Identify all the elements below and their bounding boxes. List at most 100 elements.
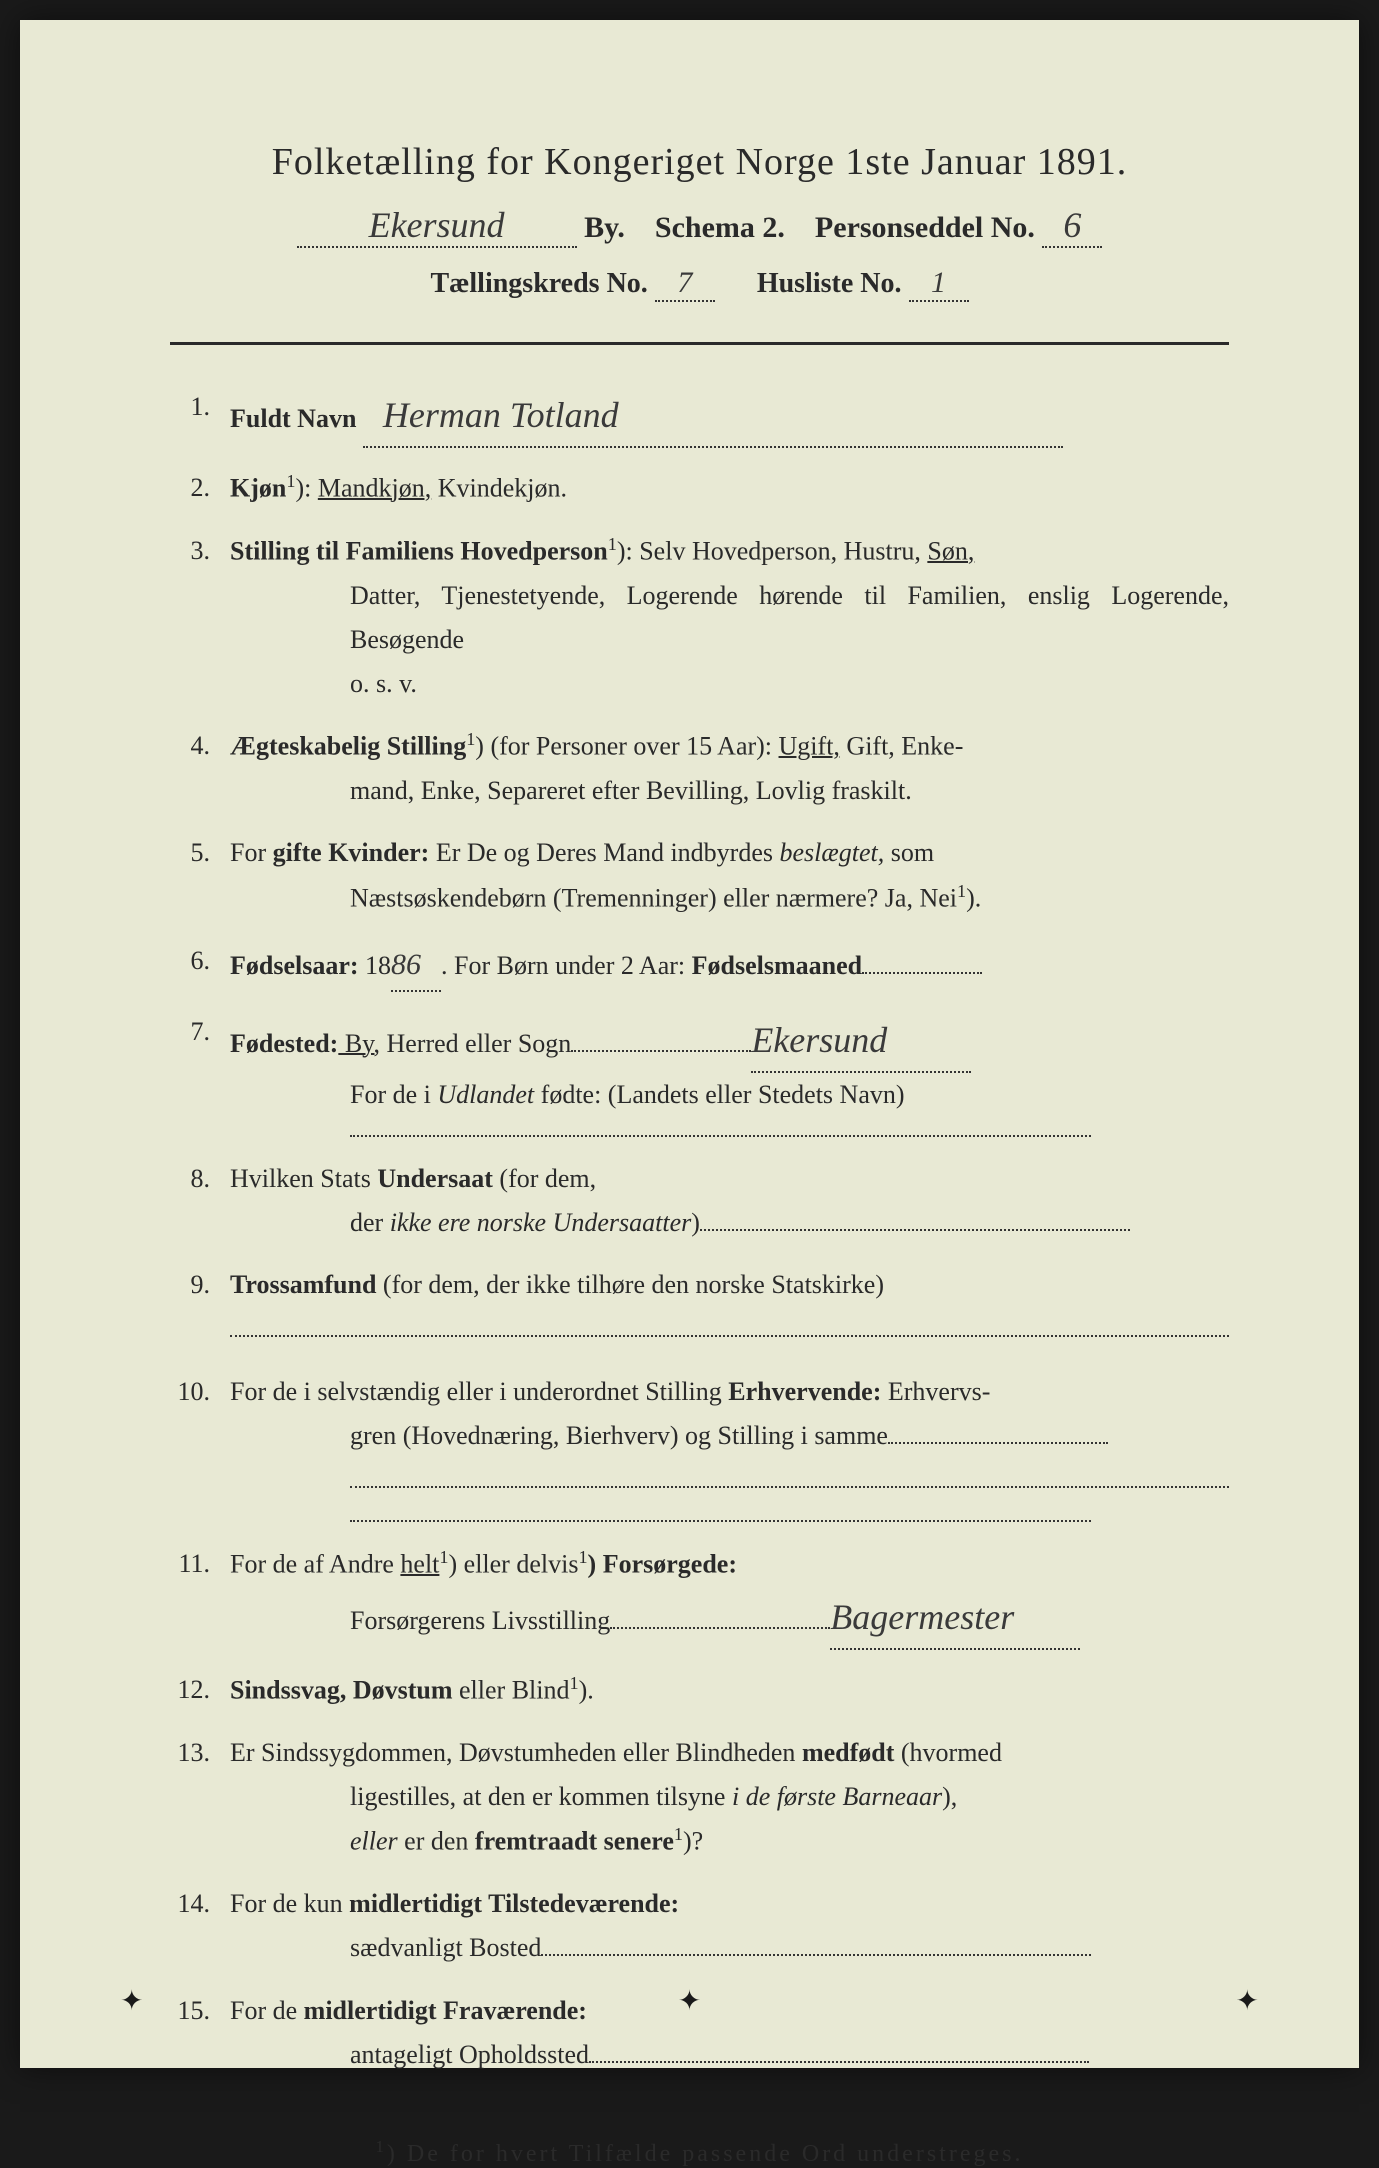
text: antageligt Opholdssted	[350, 2040, 589, 2069]
text: Er Sindssygdommen, Døvstumheden eller Bl…	[230, 1738, 802, 1767]
item-10: 10. For de i selvstændig eller i underor…	[170, 1370, 1229, 1503]
item-13: 13. Er Sindssygdommen, Døvstumheden elle…	[170, 1731, 1229, 1864]
prefix: 18	[359, 951, 392, 980]
opt-mandkjon: Mandkjøn,	[318, 474, 431, 503]
sup: 1	[608, 534, 617, 554]
indent-line: eller er den fremtraadt senere1)?	[230, 1819, 1229, 1864]
label-fodested: Fødested:	[230, 1029, 338, 1058]
prefix: For de i selvstændig eller i underordnet…	[230, 1377, 728, 1406]
item-content: Er Sindssygdommen, Døvstumheden eller Bl…	[230, 1731, 1229, 1864]
indent-line: der ikke ere norske Undersaatter)	[230, 1201, 1229, 1245]
item-3: 3. Stilling til Familiens Hovedperson1):…	[170, 529, 1229, 706]
blank-field	[541, 1954, 1091, 1956]
label-forsorgede: ) Forsørgede:	[588, 1550, 737, 1579]
text: Erhvervs-	[881, 1377, 990, 1406]
text: (hvormed	[894, 1738, 1002, 1767]
husliste-label: Husliste No.	[757, 268, 902, 299]
text: Hvilken Stats	[230, 1164, 377, 1193]
form-header: Folketælling for Kongeriget Norge 1ste J…	[170, 140, 1229, 302]
form-items-2: 8. Hvilken Stats Undersaat (for dem, der…	[170, 1157, 1229, 1502]
item-12: 12. Sindssvag, Døvstum eller Blind1).	[170, 1668, 1229, 1713]
item-content: For de midlertidigt Fraværende: antageli…	[230, 1989, 1229, 2077]
name-value: Herman Totland	[363, 385, 1063, 448]
item-num: 10.	[170, 1370, 230, 1503]
item-content: Fuldt Navn Herman Totland	[230, 385, 1229, 448]
item-num: 14.	[170, 1882, 230, 1970]
opt-kvindekjon: Kvindekjøn.	[431, 474, 567, 503]
tail: ).	[579, 1676, 594, 1705]
text: (for dem, der ikke tilhøre den norske St…	[376, 1270, 884, 1299]
label-fodselsaar: Fødselsaar:	[230, 951, 359, 980]
sup: 1	[570, 1673, 579, 1693]
sup: 1	[466, 729, 475, 749]
blank-field	[589, 2061, 1089, 2063]
blank-field	[700, 1229, 1130, 1231]
pin-icon: ✦	[120, 1984, 143, 2018]
label-gifte: gifte Kvinder:	[273, 838, 430, 867]
text: Næstsøskendebørn (Tremenninger) eller næ…	[350, 883, 957, 912]
text: )	[691, 1208, 700, 1237]
item-num: 13.	[170, 1731, 230, 1864]
item-num: 4.	[170, 724, 230, 813]
label-sindssvag: Sindssvag, Døvstum	[230, 1676, 453, 1705]
subtitle-row-1: Ekersund By. Schema 2. Personseddel No. …	[170, 204, 1229, 248]
text: er den	[398, 1827, 475, 1856]
italic: i de første Barneaar	[732, 1782, 942, 1811]
opt-by: By,	[338, 1029, 380, 1058]
item-content: Kjøn1): Mandkjøn, Kvindekjøn.	[230, 466, 1229, 511]
opt-son: Søn,	[927, 537, 974, 566]
text: For de i	[350, 1080, 437, 1109]
text: Herred eller Sogn	[380, 1029, 571, 1058]
item-num: 12.	[170, 1668, 230, 1713]
item-9: 9. Trossamfund (for dem, der ikke tilhør…	[170, 1263, 1229, 1351]
item-num: 8.	[170, 1157, 230, 1245]
item-8: 8. Hvilken Stats Undersaat (for dem, der…	[170, 1157, 1229, 1245]
item-content: Trossamfund (for dem, der ikke tilhøre d…	[230, 1263, 1229, 1351]
text: ): Selv Hovedperson, Hustru,	[617, 537, 928, 566]
census-form-page: Folketælling for Kongeriget Norge 1ste J…	[20, 20, 1359, 2068]
opt-ugift: Ugift,	[779, 732, 840, 761]
prefix: For	[230, 838, 273, 867]
blank-field	[350, 1486, 1229, 1488]
item-6: 6. Fødselsaar: 1886. For Børn under 2 Aa…	[170, 939, 1229, 992]
bold: medfødt	[802, 1738, 894, 1767]
label-tilstedevarende: midlertidigt Tilstedeværende:	[349, 1889, 679, 1918]
forsorgeren-value: Bagermester	[830, 1587, 1080, 1650]
footnote-text: ) De for hvert Tilfælde passende Ord und…	[387, 2141, 1024, 2167]
indent-line: Næstsøskendebørn (Tremenninger) eller næ…	[230, 876, 1229, 921]
text: ) (for Personer over 15 Aar):	[475, 732, 778, 761]
blank-field	[862, 972, 982, 974]
sup: 1	[674, 1824, 683, 1844]
item-num: 5.	[170, 831, 230, 920]
item-content: For de af Andre helt1) eller delvis1) Fo…	[230, 1542, 1229, 1650]
item-num: 7.	[170, 1010, 230, 1117]
item-num: 3.	[170, 529, 230, 706]
indent-line: sædvanligt Bosted	[230, 1926, 1229, 1970]
label-stilling: Stilling til Familiens Hovedperson	[230, 537, 608, 566]
sup: 1	[578, 1547, 587, 1567]
text: fødte: (Landets eller Stedets Navn)	[534, 1080, 904, 1109]
indent-line: mand, Enke, Separeret efter Bevilling, L…	[230, 769, 1229, 813]
text: som	[884, 838, 934, 867]
blank-field	[888, 1442, 1108, 1444]
label-kjon: Kjøn	[230, 474, 286, 503]
personseddel-no: 6	[1042, 204, 1102, 248]
item-2: 2. Kjøn1): Mandkjøn, Kvindekjøn.	[170, 466, 1229, 511]
sup: 1	[957, 881, 966, 901]
text: gren (Hovednæring, Bierhverv) og Stillin…	[350, 1421, 888, 1450]
section-divider	[350, 1520, 1091, 1522]
italic: beslægtet,	[780, 838, 885, 867]
indent-line: Forsørgerens LivsstillingBagermester	[230, 1587, 1229, 1650]
item-num: 6.	[170, 939, 230, 992]
item-1: 1. Fuldt Navn Herman Totland	[170, 385, 1229, 448]
text: (for dem,	[493, 1164, 596, 1193]
item-11: 11. For de af Andre helt1) eller delvis1…	[170, 1542, 1229, 1650]
indent-line: For de i Udlandet fødte: (Landets eller …	[230, 1073, 1229, 1117]
item-5: 5. For gifte Kvinder: Er De og Deres Man…	[170, 831, 1229, 920]
item-content: Hvilken Stats Undersaat (for dem, der ik…	[230, 1157, 1229, 1245]
blank	[571, 1050, 751, 1052]
text: Er De og Deres Mand indbyrdes	[429, 838, 779, 867]
sup: 1	[439, 1547, 448, 1567]
by-label: By.	[584, 211, 625, 244]
item-7: 7. Fødested: By, Herred eller SognEkersu…	[170, 1010, 1229, 1117]
